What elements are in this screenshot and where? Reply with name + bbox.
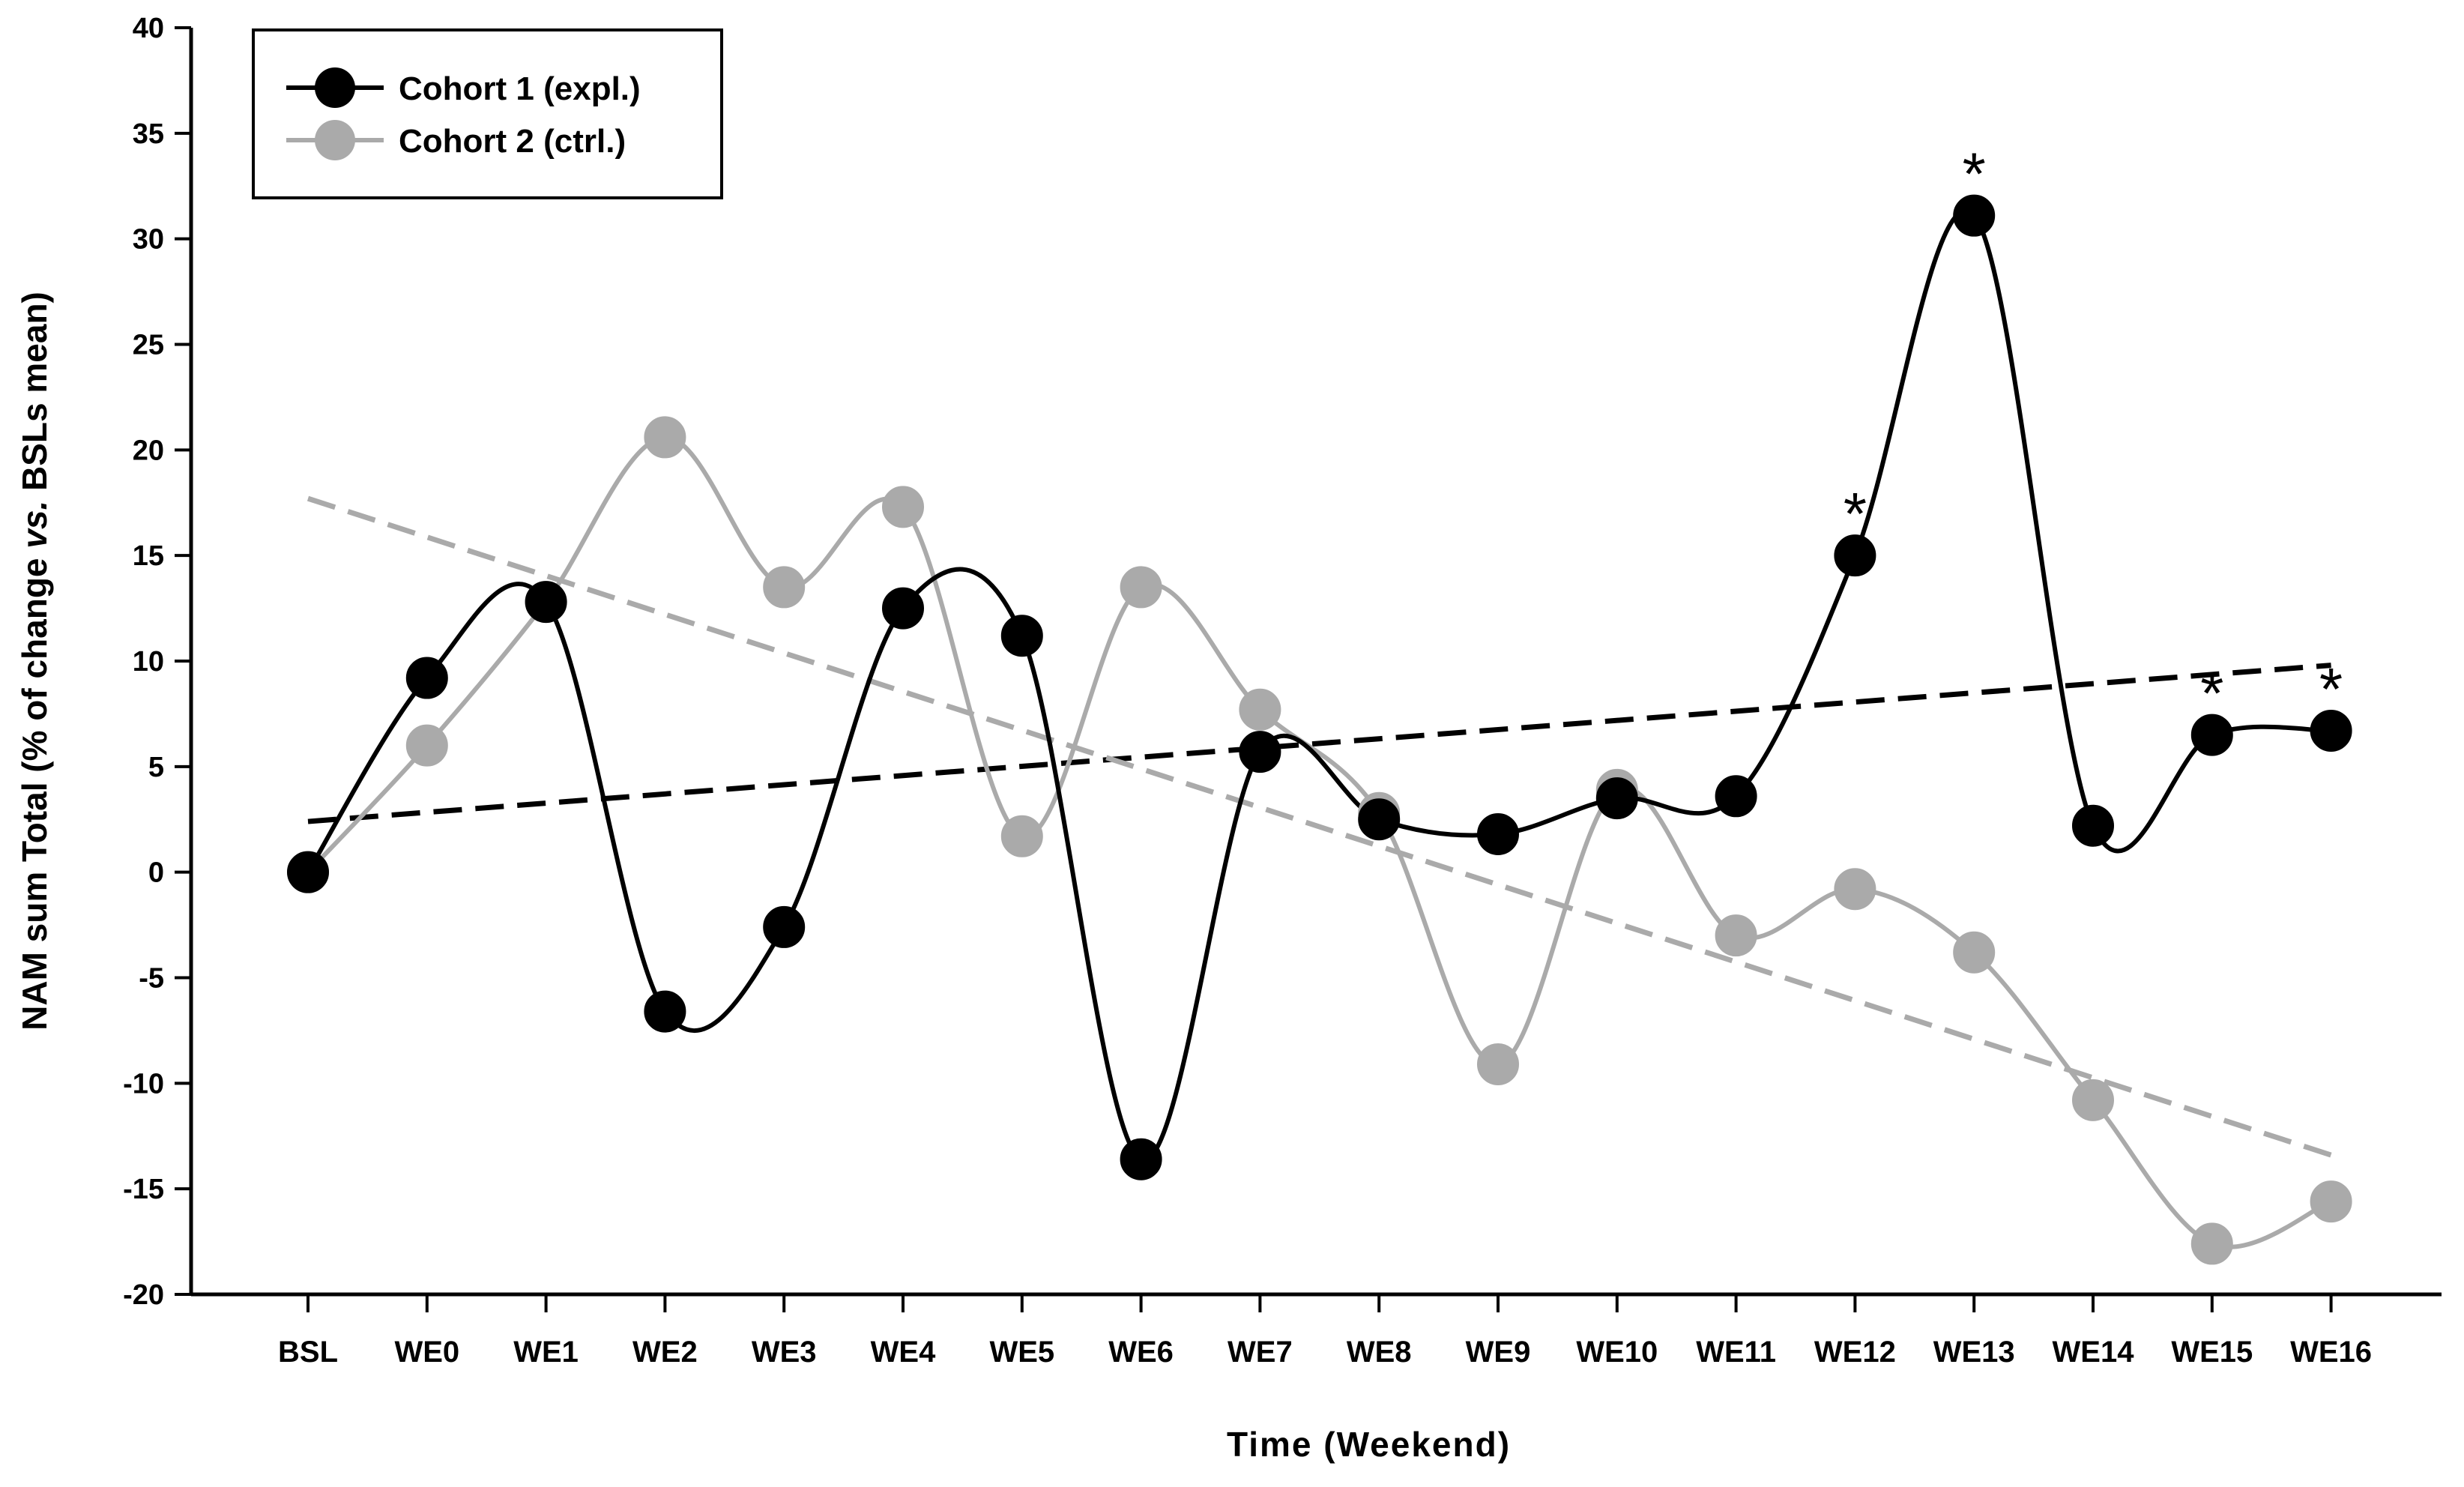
x-tick-label: WE8 <box>1347 1336 1412 1369</box>
legend-label-1: Cohort 1 (expl.) <box>399 70 641 107</box>
data-point-series-2 <box>1239 688 1281 731</box>
x-tick-label: WE13 <box>1933 1336 2015 1369</box>
y-tick-label: 40 <box>133 13 164 44</box>
series-lines <box>306 208 2332 1249</box>
x-tick-label: WE3 <box>752 1336 817 1369</box>
data-point-series-2 <box>1000 815 1043 857</box>
trend-line-1 <box>307 663 2331 824</box>
data-point-series-2 <box>2072 1079 2114 1121</box>
data-point-series-1 <box>1120 1138 1162 1180</box>
x-tick-label: WE16 <box>2290 1336 2372 1369</box>
y-tick-label: 5 <box>148 752 164 783</box>
y-tick-label: 15 <box>133 540 164 572</box>
series-markers <box>287 194 2352 1265</box>
x-tick-label: WE4 <box>871 1336 936 1369</box>
data-point-series-2 <box>2190 1222 2233 1265</box>
data-point-series-2 <box>1477 1043 1519 1085</box>
trend-lines <box>307 495 2332 1158</box>
data-point-series-2 <box>1953 931 1996 974</box>
y-tick-label: -10 <box>123 1068 164 1100</box>
x-tick-label: WE0 <box>394 1336 459 1369</box>
data-point-series-1 <box>1715 775 1757 818</box>
significance-star: * <box>1844 480 1867 547</box>
legend-label-2: Cohort 2 (ctrl.) <box>399 123 626 160</box>
significance-star: * <box>1963 141 1986 208</box>
significance-star: * <box>2200 660 2223 727</box>
legend-marker-1 <box>315 67 355 108</box>
data-point-series-1 <box>2310 709 2352 752</box>
y-tick-label: 0 <box>148 857 164 889</box>
x-tick-label: BSL <box>278 1336 338 1369</box>
x-tick-label: WE2 <box>632 1336 698 1369</box>
x-tick-label: WE1 <box>513 1336 579 1369</box>
data-point-series-1 <box>2190 714 2233 756</box>
x-tick-label: WE11 <box>1696 1336 1776 1369</box>
significance-star: * <box>2319 656 2343 723</box>
data-point-series-2 <box>882 486 924 528</box>
y-tick-label: -20 <box>123 1279 164 1311</box>
x-tick-label: WE14 <box>2053 1336 2135 1369</box>
data-point-series-2 <box>1120 566 1162 609</box>
x-tick-label: WE12 <box>1814 1336 1896 1369</box>
y-axis: -20 -15 -10 -5 0 5 10 15 20 25 30 35 40 <box>123 13 193 1311</box>
series-line-1 <box>306 208 2331 1162</box>
data-point-series-1 <box>1000 615 1043 657</box>
data-point-series-2 <box>644 416 686 459</box>
x-tick-label: WE10 <box>1576 1336 1658 1369</box>
data-point-series-1 <box>1595 777 1638 820</box>
legend-box <box>252 28 723 199</box>
x-axis: BSL WE0 WE1 WE2 WE3 WE4 WE5 WE6 WE7 WE8 WE9 WE10 WE1… <box>191 1292 2442 1369</box>
y-axis-title: NAM sum Total (% of change vs. BSLs mean… <box>15 292 54 1031</box>
significance-annotations: * * * * <box>1844 141 2343 727</box>
data-point-series-1 <box>2072 804 2114 847</box>
data-point-series-1 <box>882 587 924 630</box>
data-point-series-1 <box>1953 194 1996 237</box>
y-tick-label: 30 <box>133 224 164 256</box>
x-tick-label: WE6 <box>1108 1336 1174 1369</box>
data-point-series-1 <box>287 851 329 893</box>
x-tick-label: WE5 <box>989 1336 1054 1369</box>
y-tick-label: -5 <box>139 963 164 995</box>
data-point-series-2 <box>1834 868 1876 911</box>
data-point-series-2 <box>405 724 448 767</box>
data-point-series-1 <box>1834 534 1876 577</box>
data-point-series-1 <box>525 581 567 624</box>
trend-line-2 <box>307 495 2332 1158</box>
y-tick-label: -15 <box>123 1174 164 1205</box>
x-axis-title: Time (Weekend) <box>1227 1425 1511 1464</box>
legend-marker-2 <box>315 120 355 160</box>
y-tick-label: 35 <box>133 118 164 150</box>
x-tick-label: WE7 <box>1228 1336 1293 1369</box>
y-tick-label: 10 <box>133 646 164 678</box>
x-tick-label: WE15 <box>2171 1336 2253 1369</box>
legend: Cohort 1 (expl.) Cohort 2 (ctrl.) <box>252 28 723 199</box>
y-axis-title-part: BSLs mean) <box>15 292 54 501</box>
y-tick-label: 20 <box>133 435 164 466</box>
data-point-series-1 <box>1239 731 1281 773</box>
data-point-series-1 <box>1477 812 1519 855</box>
data-point-series-1 <box>644 990 686 1033</box>
data-point-series-2 <box>2310 1180 2352 1223</box>
data-point-series-2 <box>763 566 806 609</box>
data-point-series-1 <box>405 657 448 699</box>
data-point-series-1 <box>1358 798 1401 841</box>
x-tick-label: WE9 <box>1466 1336 1531 1369</box>
y-tick-label: 25 <box>133 330 164 361</box>
y-axis-title-part: vs. <box>15 501 54 549</box>
data-point-series-1 <box>763 905 806 948</box>
data-point-series-2 <box>1715 914 1757 957</box>
y-axis-title-part: NAM sum Total (% of change <box>15 549 54 1031</box>
